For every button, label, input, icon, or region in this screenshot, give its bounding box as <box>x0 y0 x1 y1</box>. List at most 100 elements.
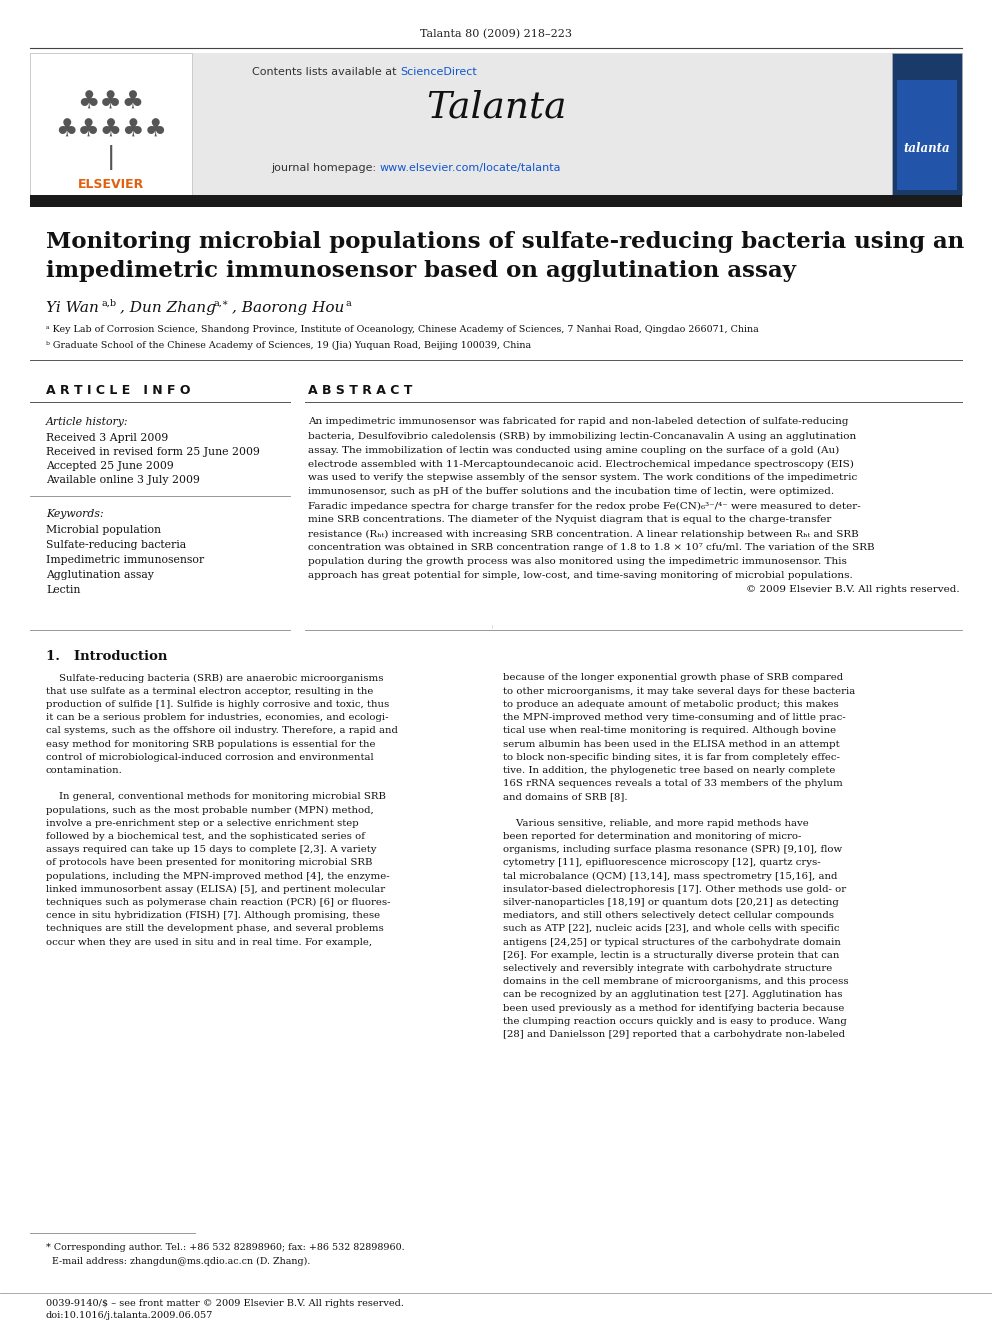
Text: of protocols have been presented for monitoring microbial SRB: of protocols have been presented for mon… <box>46 859 372 868</box>
Text: selectively and reversibly integrate with carbohydrate structure: selectively and reversibly integrate wit… <box>503 964 832 972</box>
Text: Received 3 April 2009: Received 3 April 2009 <box>46 433 169 443</box>
Text: , Dun Zhang: , Dun Zhang <box>120 302 216 315</box>
Text: Contents lists available at: Contents lists available at <box>252 67 400 77</box>
Text: to block non-specific binding sites, it is far from completely effec-: to block non-specific binding sites, it … <box>503 753 840 762</box>
Text: a: a <box>345 299 351 307</box>
Text: and domains of SRB [8].: and domains of SRB [8]. <box>503 792 628 802</box>
Text: assay. The immobilization of lectin was conducted using amine coupling on the su: assay. The immobilization of lectin was … <box>308 446 839 455</box>
Text: assays required can take up 15 days to complete [2,3]. A variety: assays required can take up 15 days to c… <box>46 845 377 855</box>
Text: 0039-9140/$ – see front matter © 2009 Elsevier B.V. All rights reserved.: 0039-9140/$ – see front matter © 2009 El… <box>46 1299 404 1308</box>
Text: ELSEVIER: ELSEVIER <box>78 179 144 192</box>
Text: , Baorong Hou: , Baorong Hou <box>232 302 344 315</box>
Text: concentration was obtained in SRB concentration range of 1.8 to 1.8 × 10⁷ cfu/ml: concentration was obtained in SRB concen… <box>308 544 875 553</box>
Text: insulator-based dielectrophoresis [17]. Other methods use gold- or: insulator-based dielectrophoresis [17]. … <box>503 885 846 894</box>
Text: mediators, and still others selectively detect cellular compounds: mediators, and still others selectively … <box>503 912 834 919</box>
Text: In general, conventional methods for monitoring microbial SRB: In general, conventional methods for mon… <box>46 792 386 802</box>
Text: approach has great potential for simple, low-cost, and time-saving monitoring of: approach has great potential for simple,… <box>308 572 853 581</box>
Text: silver-nanoparticles [18,19] or quantum dots [20,21] as detecting: silver-nanoparticles [18,19] or quantum … <box>503 898 839 906</box>
Text: Available online 3 July 2009: Available online 3 July 2009 <box>46 475 199 486</box>
Text: Lectin: Lectin <box>46 585 80 595</box>
Text: Yi Wan: Yi Wan <box>46 302 99 315</box>
Text: can be recognized by an agglutination test [27]. Agglutination has: can be recognized by an agglutination te… <box>503 991 842 999</box>
Text: Sulfate-reducing bacteria (SRB) are anaerobic microorganisms: Sulfate-reducing bacteria (SRB) are anae… <box>46 673 384 683</box>
Text: Various sensitive, reliable, and more rapid methods have: Various sensitive, reliable, and more ra… <box>503 819 808 828</box>
Text: the MPN-improved method very time-consuming and of little prac-: the MPN-improved method very time-consum… <box>503 713 845 722</box>
Text: populations, such as the most probable number (MPN) method,: populations, such as the most probable n… <box>46 806 374 815</box>
Text: bacteria, Desulfovibrio caledolensis (SRB) by immobilizing lectin-Concanavalin A: bacteria, Desulfovibrio caledolensis (SR… <box>308 431 856 441</box>
Text: journal homepage:: journal homepage: <box>272 163 380 173</box>
Text: An impedimetric immunosensor was fabricated for rapid and non-labeled detection : An impedimetric immunosensor was fabrica… <box>308 418 848 426</box>
Text: ᵇ Graduate School of the Chinese Academy of Sciences, 19 (Jia) Yuquan Road, Beij: ᵇ Graduate School of the Chinese Academy… <box>46 340 531 349</box>
Text: Accepted 25 June 2009: Accepted 25 June 2009 <box>46 460 174 471</box>
Text: ᵃ Key Lab of Corrosion Science, Shandong Province, Institute of Oceanology, Chin: ᵃ Key Lab of Corrosion Science, Shandong… <box>46 325 759 335</box>
Text: techniques such as polymerase chain reaction (PCR) [6] or fluores-: techniques such as polymerase chain reac… <box>46 898 391 908</box>
Bar <box>30 53 192 194</box>
Bar <box>892 53 962 194</box>
Text: Talanta 80 (2009) 218–223: Talanta 80 (2009) 218–223 <box>420 29 572 40</box>
Text: such as ATP [22], nucleic acids [23], and whole cells with specific: such as ATP [22], nucleic acids [23], an… <box>503 925 839 933</box>
Text: techniques are still the development phase, and several problems: techniques are still the development pha… <box>46 925 384 933</box>
Text: A B S T R A C T: A B S T R A C T <box>308 384 413 397</box>
Text: to other microorganisms, it may take several days for these bacteria: to other microorganisms, it may take sev… <box>503 687 855 696</box>
Text: resistance (Rₕₜ) increased with increasing SRB concentration. A linear relations: resistance (Rₕₜ) increased with increasi… <box>308 529 859 538</box>
Text: linked immunosorbent assay (ELISA) [5], and pertinent molecular: linked immunosorbent assay (ELISA) [5], … <box>46 885 385 894</box>
Text: organisms, including surface plasma resonance (SPR) [9,10], flow: organisms, including surface plasma reso… <box>503 845 842 855</box>
Text: talanta: talanta <box>904 142 950 155</box>
Text: production of sulfide [1]. Sulfide is highly corrosive and toxic, thus: production of sulfide [1]. Sulfide is hi… <box>46 700 389 709</box>
Text: Talanta: Talanta <box>426 90 566 126</box>
Text: was used to verify the stepwise assembly of the sensor system. The work conditio: was used to verify the stepwise assembly… <box>308 474 857 483</box>
Text: * Corresponding author. Tel.: +86 532 82898960; fax: +86 532 82898960.: * Corresponding author. Tel.: +86 532 82… <box>46 1244 405 1253</box>
Text: impedimetric immunosensor based on agglutination assay: impedimetric immunosensor based on agglu… <box>46 261 796 282</box>
Text: E-mail address: zhangdun@ms.qdio.ac.cn (D. Zhang).: E-mail address: zhangdun@ms.qdio.ac.cn (… <box>46 1257 310 1266</box>
Text: occur when they are used in situ and in real time. For example,: occur when they are used in situ and in … <box>46 938 372 946</box>
Text: domains in the cell membrane of microorganisms, and this process: domains in the cell membrane of microorg… <box>503 978 848 986</box>
Text: Received in revised form 25 June 2009: Received in revised form 25 June 2009 <box>46 447 260 456</box>
Text: cytometry [11], epifluorescence microscopy [12], quartz crys-: cytometry [11], epifluorescence microsco… <box>503 859 820 868</box>
Text: A R T I C L E   I N F O: A R T I C L E I N F O <box>46 384 190 397</box>
Text: doi:10.1016/j.talanta.2009.06.057: doi:10.1016/j.talanta.2009.06.057 <box>46 1311 213 1320</box>
Text: serum albumin has been used in the ELISA method in an attempt: serum albumin has been used in the ELISA… <box>503 740 839 749</box>
Text: a,b: a,b <box>101 299 116 307</box>
Text: contamination.: contamination. <box>46 766 123 775</box>
Bar <box>30 194 962 206</box>
Text: been reported for determination and monitoring of micro-: been reported for determination and moni… <box>503 832 802 841</box>
Text: tal microbalance (QCM) [13,14], mass spectrometry [15,16], and: tal microbalance (QCM) [13,14], mass spe… <box>503 872 837 881</box>
Text: [28] and Danielsson [29] reported that a carbohydrate non-labeled: [28] and Danielsson [29] reported that a… <box>503 1029 845 1039</box>
Text: Agglutination assay: Agglutination assay <box>46 570 154 579</box>
Text: a,∗: a,∗ <box>213 299 228 307</box>
Text: tical use when real-time monitoring is required. Although bovine: tical use when real-time monitoring is r… <box>503 726 836 736</box>
Text: © 2009 Elsevier B.V. All rights reserved.: © 2009 Elsevier B.V. All rights reserved… <box>746 586 960 594</box>
Text: because of the longer exponential growth phase of SRB compared: because of the longer exponential growth… <box>503 673 843 683</box>
Text: Microbial population: Microbial population <box>46 525 161 534</box>
Text: 1.   Introduction: 1. Introduction <box>46 651 168 664</box>
Text: tive. In addition, the phylogenetic tree based on nearly complete: tive. In addition, the phylogenetic tree… <box>503 766 835 775</box>
Text: followed by a biochemical test, and the sophisticated series of: followed by a biochemical test, and the … <box>46 832 365 841</box>
Text: ScienceDirect: ScienceDirect <box>400 67 477 77</box>
Text: 16S rRNA sequences reveals a total of 33 members of the phylum: 16S rRNA sequences reveals a total of 33… <box>503 779 843 789</box>
Text: Keywords:: Keywords: <box>46 509 103 519</box>
Text: antigens [24,25] or typical structures of the carbohydrate domain: antigens [24,25] or typical structures o… <box>503 938 841 946</box>
Text: mine SRB concentrations. The diameter of the Nyquist diagram that is equal to th: mine SRB concentrations. The diameter of… <box>308 516 831 524</box>
Bar <box>897 79 957 191</box>
Text: Impedimetric immunosensor: Impedimetric immunosensor <box>46 556 204 565</box>
Text: ♣♣♣
♣♣♣♣♣
  |: ♣♣♣ ♣♣♣♣♣ | <box>56 90 167 171</box>
Text: been used previously as a method for identifying bacteria because: been used previously as a method for ide… <box>503 1004 844 1012</box>
Text: to produce an adequate amount of metabolic product; this makes: to produce an adequate amount of metabol… <box>503 700 839 709</box>
Text: cal systems, such as the offshore oil industry. Therefore, a rapid and: cal systems, such as the offshore oil in… <box>46 726 398 736</box>
Bar <box>30 53 892 194</box>
Text: electrode assembled with 11-Mercaptoundecanoic acid. Electrochemical impedance s: electrode assembled with 11-Mercaptounde… <box>308 459 854 468</box>
Text: involve a pre-enrichment step or a selective enrichment step: involve a pre-enrichment step or a selec… <box>46 819 359 828</box>
Text: immunosensor, such as pH of the buffer solutions and the incubation time of lect: immunosensor, such as pH of the buffer s… <box>308 487 834 496</box>
Text: [26]. For example, lectin is a structurally diverse protein that can: [26]. For example, lectin is a structura… <box>503 951 839 959</box>
Text: Sulfate-reducing bacteria: Sulfate-reducing bacteria <box>46 540 186 550</box>
Text: www.elsevier.com/locate/talanta: www.elsevier.com/locate/talanta <box>380 163 561 173</box>
Text: it can be a serious problem for industries, economies, and ecologi-: it can be a serious problem for industri… <box>46 713 389 722</box>
Text: Article history:: Article history: <box>46 417 129 427</box>
Text: the clumping reaction occurs quickly and is easy to produce. Wang: the clumping reaction occurs quickly and… <box>503 1016 847 1025</box>
Text: easy method for monitoring SRB populations is essential for the: easy method for monitoring SRB populatio… <box>46 740 376 749</box>
Text: control of microbiological-induced corrosion and environmental: control of microbiological-induced corro… <box>46 753 374 762</box>
Text: that use sulfate as a terminal electron acceptor, resulting in the: that use sulfate as a terminal electron … <box>46 687 373 696</box>
Text: Faradic impedance spectra for charge transfer for the redox probe Fe(CN)₆³⁻/⁴⁻ w: Faradic impedance spectra for charge tra… <box>308 501 861 511</box>
Text: populations, including the MPN-improved method [4], the enzyme-: populations, including the MPN-improved … <box>46 872 390 881</box>
Text: population during the growth process was also monitored using the impedimetric i: population during the growth process was… <box>308 557 847 566</box>
